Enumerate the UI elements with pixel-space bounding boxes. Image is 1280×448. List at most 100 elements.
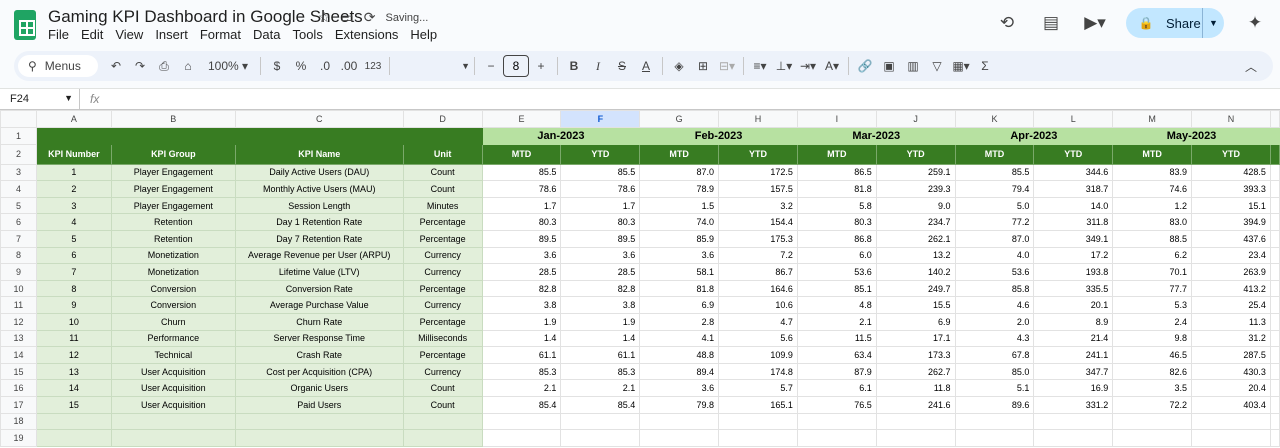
increase-font-size-icon[interactable]: + (537, 59, 545, 73)
value-cell[interactable]: 172.5 (718, 163, 798, 182)
move-folder-icon[interactable]: ▭ (340, 9, 354, 25)
more-formats-button[interactable]: 123 (364, 60, 382, 72)
borders-icon[interactable]: ⊞ (697, 59, 709, 73)
row-header[interactable]: 6 (0, 213, 37, 231)
kpi-group-cell[interactable]: Churn (110, 312, 236, 331)
grid-cell[interactable] (1269, 279, 1280, 298)
value-cell[interactable]: 2.8 (639, 312, 720, 331)
grid-cell[interactable] (1269, 180, 1280, 198)
unit-cell[interactable]: Currency (402, 263, 483, 281)
value-cell[interactable]: 311.8 (1033, 213, 1114, 231)
value-cell[interactable]: 61.1 (481, 346, 562, 364)
column-header[interactable] (1269, 110, 1280, 128)
value-cell[interactable]: 259.1 (875, 163, 956, 182)
value-cell[interactable]: 3.6 (560, 246, 641, 265)
grid-cell[interactable] (1191, 429, 1271, 447)
column-header[interactable]: M (1112, 110, 1193, 128)
value-cell[interactable]: 86.7 (718, 263, 798, 281)
grid-cell[interactable] (1269, 312, 1280, 331)
grid-cell[interactable] (1269, 229, 1280, 248)
value-cell[interactable]: 3.8 (481, 296, 562, 314)
value-cell[interactable]: 157.5 (718, 180, 798, 198)
grid-cell[interactable] (1269, 296, 1280, 314)
column-title[interactable]: KPI Name (234, 143, 404, 165)
kpi-name-cell[interactable]: Day 7 Retention Rate (234, 229, 404, 248)
value-cell[interactable]: 11.8 (875, 379, 956, 397)
kpi-group-cell[interactable]: User Acquisition (110, 395, 236, 414)
gemini-sparkle-icon[interactable]: ✦ (1247, 13, 1263, 32)
unit-cell[interactable]: Percentage (402, 229, 483, 248)
value-cell[interactable]: 89.5 (560, 229, 641, 248)
row-header[interactable]: 12 (0, 312, 37, 331)
ytd-header[interactable]: YTD (718, 143, 798, 165)
value-cell[interactable]: 25.4 (1191, 296, 1271, 314)
kpi-name-cell[interactable]: Paid Users (234, 395, 404, 414)
horizontal-align-icon[interactable]: ≡▾ (753, 59, 767, 73)
value-cell[interactable]: 1.5 (639, 196, 720, 215)
row-header[interactable]: 13 (0, 329, 37, 348)
value-cell[interactable]: 4.1 (639, 329, 720, 348)
grid-cell[interactable] (1033, 429, 1114, 447)
increase-decimal-button[interactable]: .00 (340, 59, 358, 73)
value-cell[interactable]: 74.0 (639, 213, 720, 231)
grid-cell[interactable] (1269, 362, 1280, 381)
row-header[interactable]: 15 (0, 362, 37, 381)
unit-cell[interactable]: Percentage (402, 346, 483, 364)
grid-cell[interactable] (1269, 412, 1280, 431)
value-cell[interactable]: 67.8 (954, 346, 1035, 364)
column-header[interactable]: H (718, 110, 798, 128)
value-cell[interactable]: 74.6 (1112, 180, 1193, 198)
kpi-group-cell[interactable]: Technical (110, 346, 236, 364)
value-cell[interactable]: 393.3 (1191, 180, 1271, 198)
value-cell[interactable]: 6.1 (796, 379, 877, 397)
kpi-name-cell[interactable]: Average Revenue per User (ARPU) (234, 246, 404, 265)
value-cell[interactable]: 10.6 (718, 296, 798, 314)
value-cell[interactable]: 2.1 (796, 312, 877, 331)
grid-cell[interactable] (639, 412, 720, 431)
unit-cell[interactable]: Count (402, 395, 483, 414)
kpi-number-cell[interactable]: 13 (35, 362, 112, 381)
collapse-toolbar-icon[interactable]: ︿ (1244, 59, 1257, 74)
value-cell[interactable]: 83.0 (1112, 213, 1193, 231)
value-cell[interactable]: 1.7 (560, 196, 641, 215)
kpi-group-cell[interactable]: Player Engagement (110, 163, 236, 182)
value-cell[interactable]: 85.5 (560, 163, 641, 182)
value-cell[interactable]: 403.4 (1191, 395, 1271, 414)
value-cell[interactable]: 28.5 (481, 263, 562, 281)
value-cell[interactable]: 1.9 (481, 312, 562, 331)
menu-tools[interactable]: Tools (292, 27, 323, 42)
grid-cell[interactable] (1269, 246, 1280, 265)
value-cell[interactable]: 430.3 (1191, 362, 1271, 381)
value-cell[interactable]: 4.7 (718, 312, 798, 331)
value-cell[interactable]: 85.1 (796, 279, 877, 298)
column-header[interactable]: E (481, 110, 562, 128)
value-cell[interactable]: 5.0 (954, 196, 1035, 215)
italic-icon[interactable]: I (596, 58, 600, 73)
insert-link-icon[interactable]: 🔗 (857, 59, 873, 73)
value-cell[interactable]: 331.2 (1033, 395, 1114, 414)
mtd-header[interactable]: MTD (796, 143, 877, 165)
value-cell[interactable]: 164.6 (718, 279, 798, 298)
unit-cell[interactable]: Count (402, 180, 483, 198)
value-cell[interactable]: 85.8 (954, 279, 1035, 298)
grid-cell[interactable] (1112, 429, 1193, 447)
grid-cell[interactable] (1269, 127, 1280, 145)
kpi-group-cell[interactable]: Player Engagement (110, 180, 236, 198)
value-cell[interactable]: 5.1 (954, 379, 1035, 397)
grid-cell[interactable] (796, 412, 877, 431)
kpi-name-cell[interactable]: Lifetime Value (LTV) (234, 263, 404, 281)
value-cell[interactable]: 11.5 (796, 329, 877, 348)
row-header[interactable]: 7 (0, 229, 37, 248)
grid-cell[interactable] (481, 412, 562, 431)
value-cell[interactable]: 85.4 (481, 395, 562, 414)
paint-format-icon[interactable]: ⌂ (184, 59, 192, 73)
meet-video-icon[interactable]: ▶▾ (1084, 13, 1106, 32)
kpi-group-cell[interactable]: Monetization (110, 263, 236, 281)
filter-icon[interactable]: ▽ (932, 59, 942, 73)
document-title[interactable]: Gaming KPI Dashboard in Google Sheets (48, 7, 363, 26)
value-cell[interactable]: 85.4 (560, 395, 641, 414)
value-cell[interactable]: 82.6 (1112, 362, 1193, 381)
value-cell[interactable]: 48.8 (639, 346, 720, 364)
value-cell[interactable]: 87.9 (796, 362, 877, 381)
value-cell[interactable]: 1.4 (560, 329, 641, 348)
